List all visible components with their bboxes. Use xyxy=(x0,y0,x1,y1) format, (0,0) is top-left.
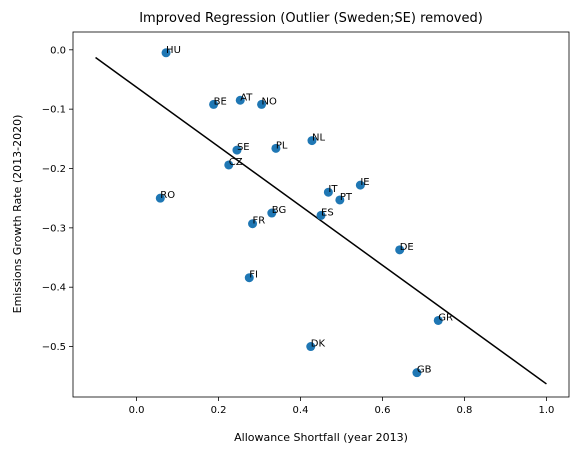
point-label-fi: FI xyxy=(249,270,258,281)
point-label-es: ES xyxy=(321,207,334,218)
point-label-gr: GR xyxy=(438,312,453,323)
point-label-fr: FR xyxy=(253,216,266,227)
point-label-ro: RO xyxy=(160,190,175,201)
x-tick-label: 0.8 xyxy=(457,405,473,416)
x-tick-label: 0.4 xyxy=(293,405,309,416)
point-label-cz: CZ xyxy=(229,157,243,168)
point-label-nl: NL xyxy=(312,133,325,144)
y-tick-label: −0.1 xyxy=(42,105,66,116)
y-tick-label: −0.2 xyxy=(42,164,66,175)
regression-line xyxy=(96,58,547,384)
chart-title: Improved Regression (Outlier (Sweden;SE)… xyxy=(139,11,483,26)
x-tick-label: 0.0 xyxy=(129,405,145,416)
point-label-it: IT xyxy=(328,184,338,195)
y-tick-label: 0.0 xyxy=(50,45,66,56)
point-label-de: DE xyxy=(400,242,414,253)
point-label-dk: DK xyxy=(311,339,326,350)
x-tick-label: 0.6 xyxy=(375,405,391,416)
point-label-be: BE xyxy=(214,96,227,107)
point-label-at: AT xyxy=(240,92,253,103)
x-axis-label: Allowance Shortfall (year 2013) xyxy=(234,431,408,444)
point-label-pl: PL xyxy=(276,140,288,151)
x-tick-label: 1.0 xyxy=(539,405,555,416)
y-axis-label: Emissions Growth Rate (2013-2020) xyxy=(11,115,24,314)
y-tick-label: −0.4 xyxy=(42,283,66,294)
point-label-no: NO xyxy=(262,96,277,107)
y-tick-label: −0.3 xyxy=(42,223,66,234)
point-label-pt: PT xyxy=(340,192,353,203)
x-tick-label: 0.2 xyxy=(211,405,227,416)
y-tick-label: −0.5 xyxy=(42,342,66,353)
point-label-ie: IE xyxy=(360,177,369,188)
point-label-se: SE xyxy=(237,142,250,153)
point-label-gb: GB xyxy=(417,365,432,376)
point-label-hu: HU xyxy=(166,45,181,56)
point-label-bg: BG xyxy=(272,205,286,216)
